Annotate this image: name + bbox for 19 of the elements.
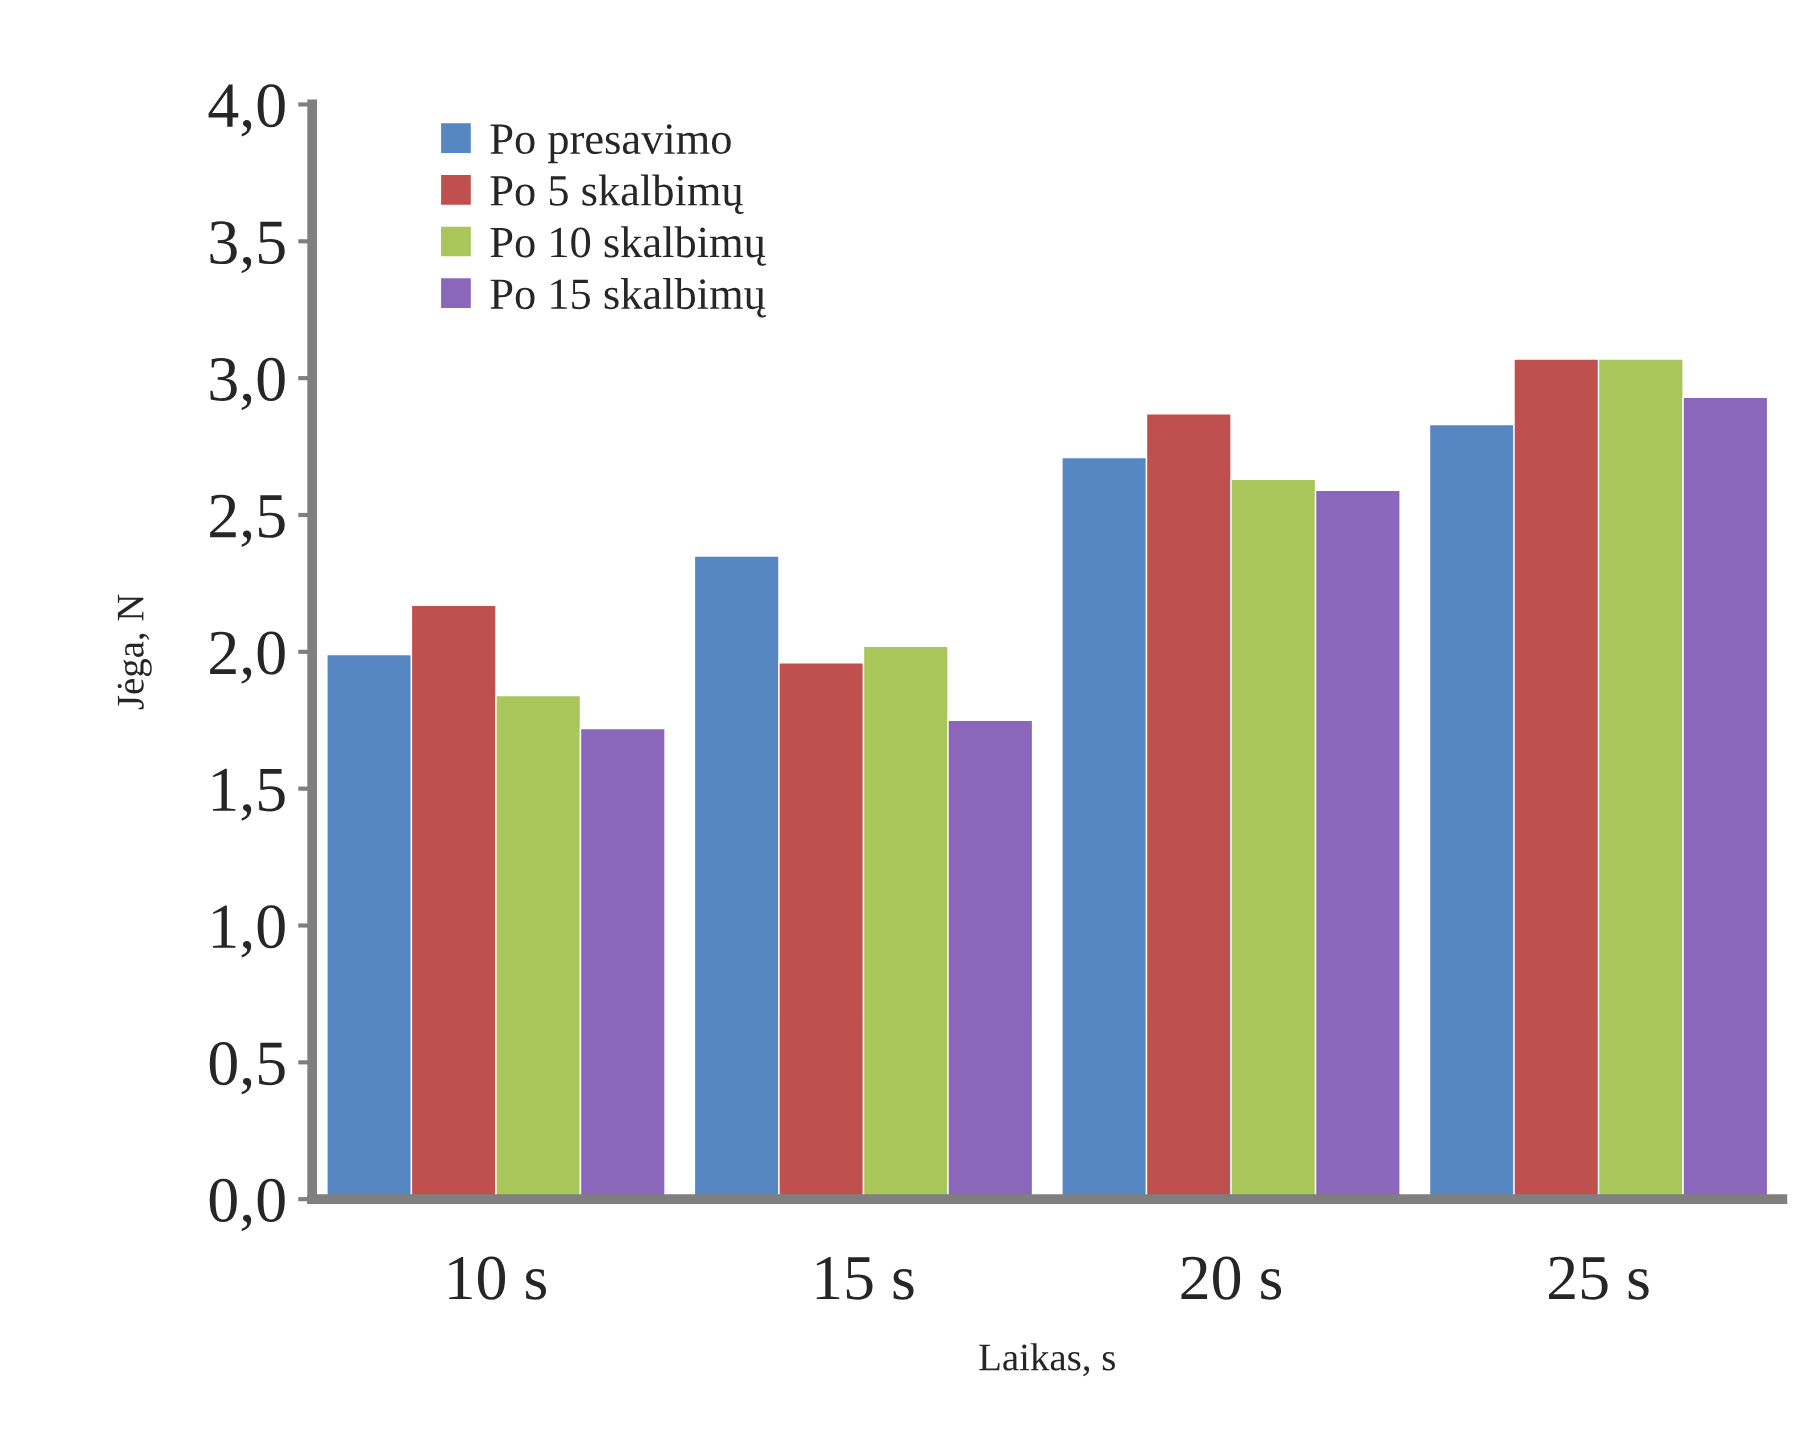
y-tick-label: 4,0: [208, 84, 285, 137]
y-tick-label: 0,5: [209, 1042, 285, 1095]
y-tick-label: 0,0: [209, 1178, 285, 1232]
legend-label: Po 10 skalbimų: [490, 226, 766, 266]
x-tick-label: 20 s: [1181, 1256, 1282, 1300]
x-axis-title: Laikas, s: [979, 1343, 1115, 1377]
y-tick-label: 1,0: [212, 905, 285, 958]
y-tick-label: 3,5: [210, 221, 285, 274]
legend-label: Po 15 skalbimų: [490, 277, 766, 318]
y-tick-label: 2,0: [210, 631, 285, 684]
legend-label: Po presavimo: [490, 124, 731, 164]
y-axis-title: Jėga, N: [117, 594, 152, 710]
y-tick-label: 2,5: [210, 494, 285, 547]
y-tick-label: 1,5: [212, 768, 285, 821]
x-tick-label: 15 s: [816, 1256, 914, 1300]
legend-label: Po 5 skalbimų: [490, 174, 744, 215]
x-tick-label: 25 s: [1549, 1256, 1649, 1300]
x-tick-label: 10 s: [449, 1256, 546, 1300]
y-tick-label: 3,0: [210, 357, 285, 411]
